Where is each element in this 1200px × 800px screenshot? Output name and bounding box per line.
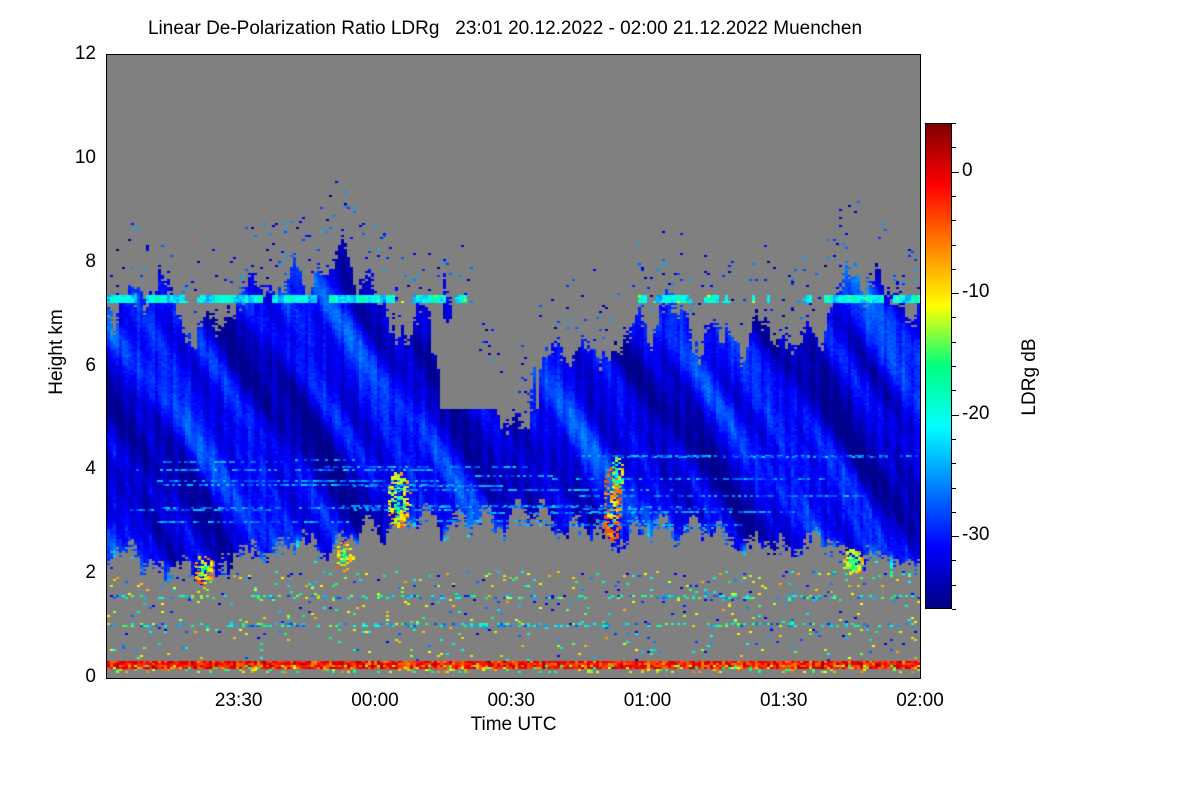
- y-minor-tick-right: [915, 496, 920, 497]
- colorbar-minor-tick: [952, 609, 956, 610]
- x-minor-tick-top: [602, 55, 603, 60]
- colorbar-minor-tick: [952, 317, 956, 318]
- x-tick-label: 01:30: [759, 690, 808, 711]
- x-major-tick: [0, 54, 1, 63]
- colorbar-minor-tick: [952, 488, 956, 489]
- colorbar-minor-tick: [952, 585, 956, 586]
- colorbar-title: LDRg dB: [1019, 338, 1040, 416]
- y-axis-title: Height km: [46, 309, 67, 395]
- x-minor-tick-top: [875, 55, 876, 60]
- colorbar-minor-tick: [952, 147, 956, 148]
- y-minor-tick-right: [915, 185, 920, 186]
- y-minor-tick-right: [915, 341, 920, 342]
- colorbar-minor-tick: [952, 463, 956, 464]
- x-major-tick-top: [375, 55, 376, 64]
- colorbar-minor-tick: [952, 123, 956, 124]
- y-minor-tick-right: [915, 315, 920, 316]
- y-tick-label: 8: [85, 250, 96, 272]
- colorbar-gradient: [925, 123, 952, 609]
- y-minor-tick-right: [915, 418, 920, 419]
- colorbar-major-tick: [952, 536, 959, 537]
- x-minor-tick-top: [466, 55, 467, 60]
- y-minor-tick-right: [915, 211, 920, 212]
- y-minor-tick-right: [915, 600, 920, 601]
- colorbar-major-tick: [952, 293, 959, 294]
- y-minor-tick-right: [915, 522, 920, 523]
- y-tick-label: 6: [85, 354, 96, 376]
- x-minor-tick-top: [420, 55, 421, 60]
- x-minor-tick-top: [738, 55, 739, 60]
- y-tick-label: 10: [74, 146, 96, 168]
- x-tick-label: 00:30: [487, 690, 535, 711]
- colorbar-major-tick: [952, 172, 959, 173]
- y-minor-tick-right: [915, 237, 920, 238]
- x-tick-label: 23:30: [214, 690, 263, 711]
- y-major-tick-right: [911, 574, 920, 575]
- colorbar: [925, 123, 952, 609]
- x-tick-label: 02:00: [896, 690, 944, 711]
- colorbar-minor-tick: [952, 342, 956, 343]
- x-major-tick: [0, 130, 1, 139]
- y-major-tick-right: [911, 367, 920, 368]
- x-minor-tick-top: [557, 55, 558, 60]
- y-major-tick-right: [911, 55, 920, 56]
- x-minor-tick-top: [693, 55, 694, 60]
- colorbar-tick-label: -30: [962, 524, 990, 546]
- y-major-tick-right: [911, 263, 920, 264]
- y-tick-label: 2: [85, 562, 96, 584]
- y-tick-label: 0: [85, 666, 96, 687]
- colorbar-minor-tick: [952, 439, 956, 440]
- x-major-tick: [0, 92, 1, 101]
- y-minor-tick-right: [915, 626, 920, 627]
- x-major-tick: [0, 111, 1, 120]
- plot-area: [106, 54, 921, 679]
- y-minor-tick-right: [915, 81, 920, 82]
- colorbar-minor-tick: [952, 366, 956, 367]
- y-minor-tick-right: [915, 652, 920, 653]
- x-minor-tick-top: [829, 55, 830, 60]
- ldr-heatmap-canvas: [107, 55, 920, 678]
- y-minor-tick-right: [915, 107, 920, 108]
- y-major-tick-right: [911, 159, 920, 160]
- y-tick-label: 12: [74, 43, 96, 64]
- page-title: Linear De-Polarization Ratio LDRg 23:01 …: [147, 18, 863, 39]
- x-major-tick: [0, 73, 1, 82]
- x-major-tick-top: [920, 55, 921, 64]
- colorbar-minor-tick: [952, 245, 956, 246]
- colorbar-minor-tick: [952, 220, 956, 221]
- colorbar-tick-label: -20: [962, 402, 990, 424]
- x-axis-title: Time UTC: [470, 714, 557, 735]
- colorbar-major-tick: [952, 415, 959, 416]
- y-minor-tick-right: [915, 289, 920, 290]
- y-major-tick-right: [911, 678, 920, 679]
- colorbar-tick-label: -10: [962, 281, 990, 303]
- x-major-tick-top: [784, 55, 785, 64]
- x-minor-tick-top: [330, 55, 331, 60]
- colorbar-minor-tick: [952, 269, 956, 270]
- colorbar-minor-tick: [952, 560, 956, 561]
- y-minor-tick-right: [915, 444, 920, 445]
- y-minor-tick-right: [915, 548, 920, 549]
- y-tick-label: 4: [85, 458, 96, 480]
- colorbar-minor-tick: [952, 512, 956, 513]
- x-tick-label: 00:00: [351, 690, 399, 711]
- y-major-tick-right: [911, 470, 920, 471]
- colorbar-minor-tick: [952, 196, 956, 197]
- x-major-tick-top: [511, 55, 512, 64]
- x-minor-tick-top: [193, 55, 194, 60]
- x-major-tick-top: [239, 55, 240, 64]
- colorbar-minor-tick: [952, 390, 956, 391]
- y-minor-tick-right: [915, 392, 920, 393]
- x-minor-tick-top: [148, 55, 149, 60]
- x-tick-label: 01:00: [623, 690, 672, 711]
- x-minor-tick-top: [284, 55, 285, 60]
- colorbar-tick-label: 0: [962, 159, 973, 181]
- x-major-tick-top: [647, 55, 648, 64]
- y-minor-tick-right: [915, 133, 920, 134]
